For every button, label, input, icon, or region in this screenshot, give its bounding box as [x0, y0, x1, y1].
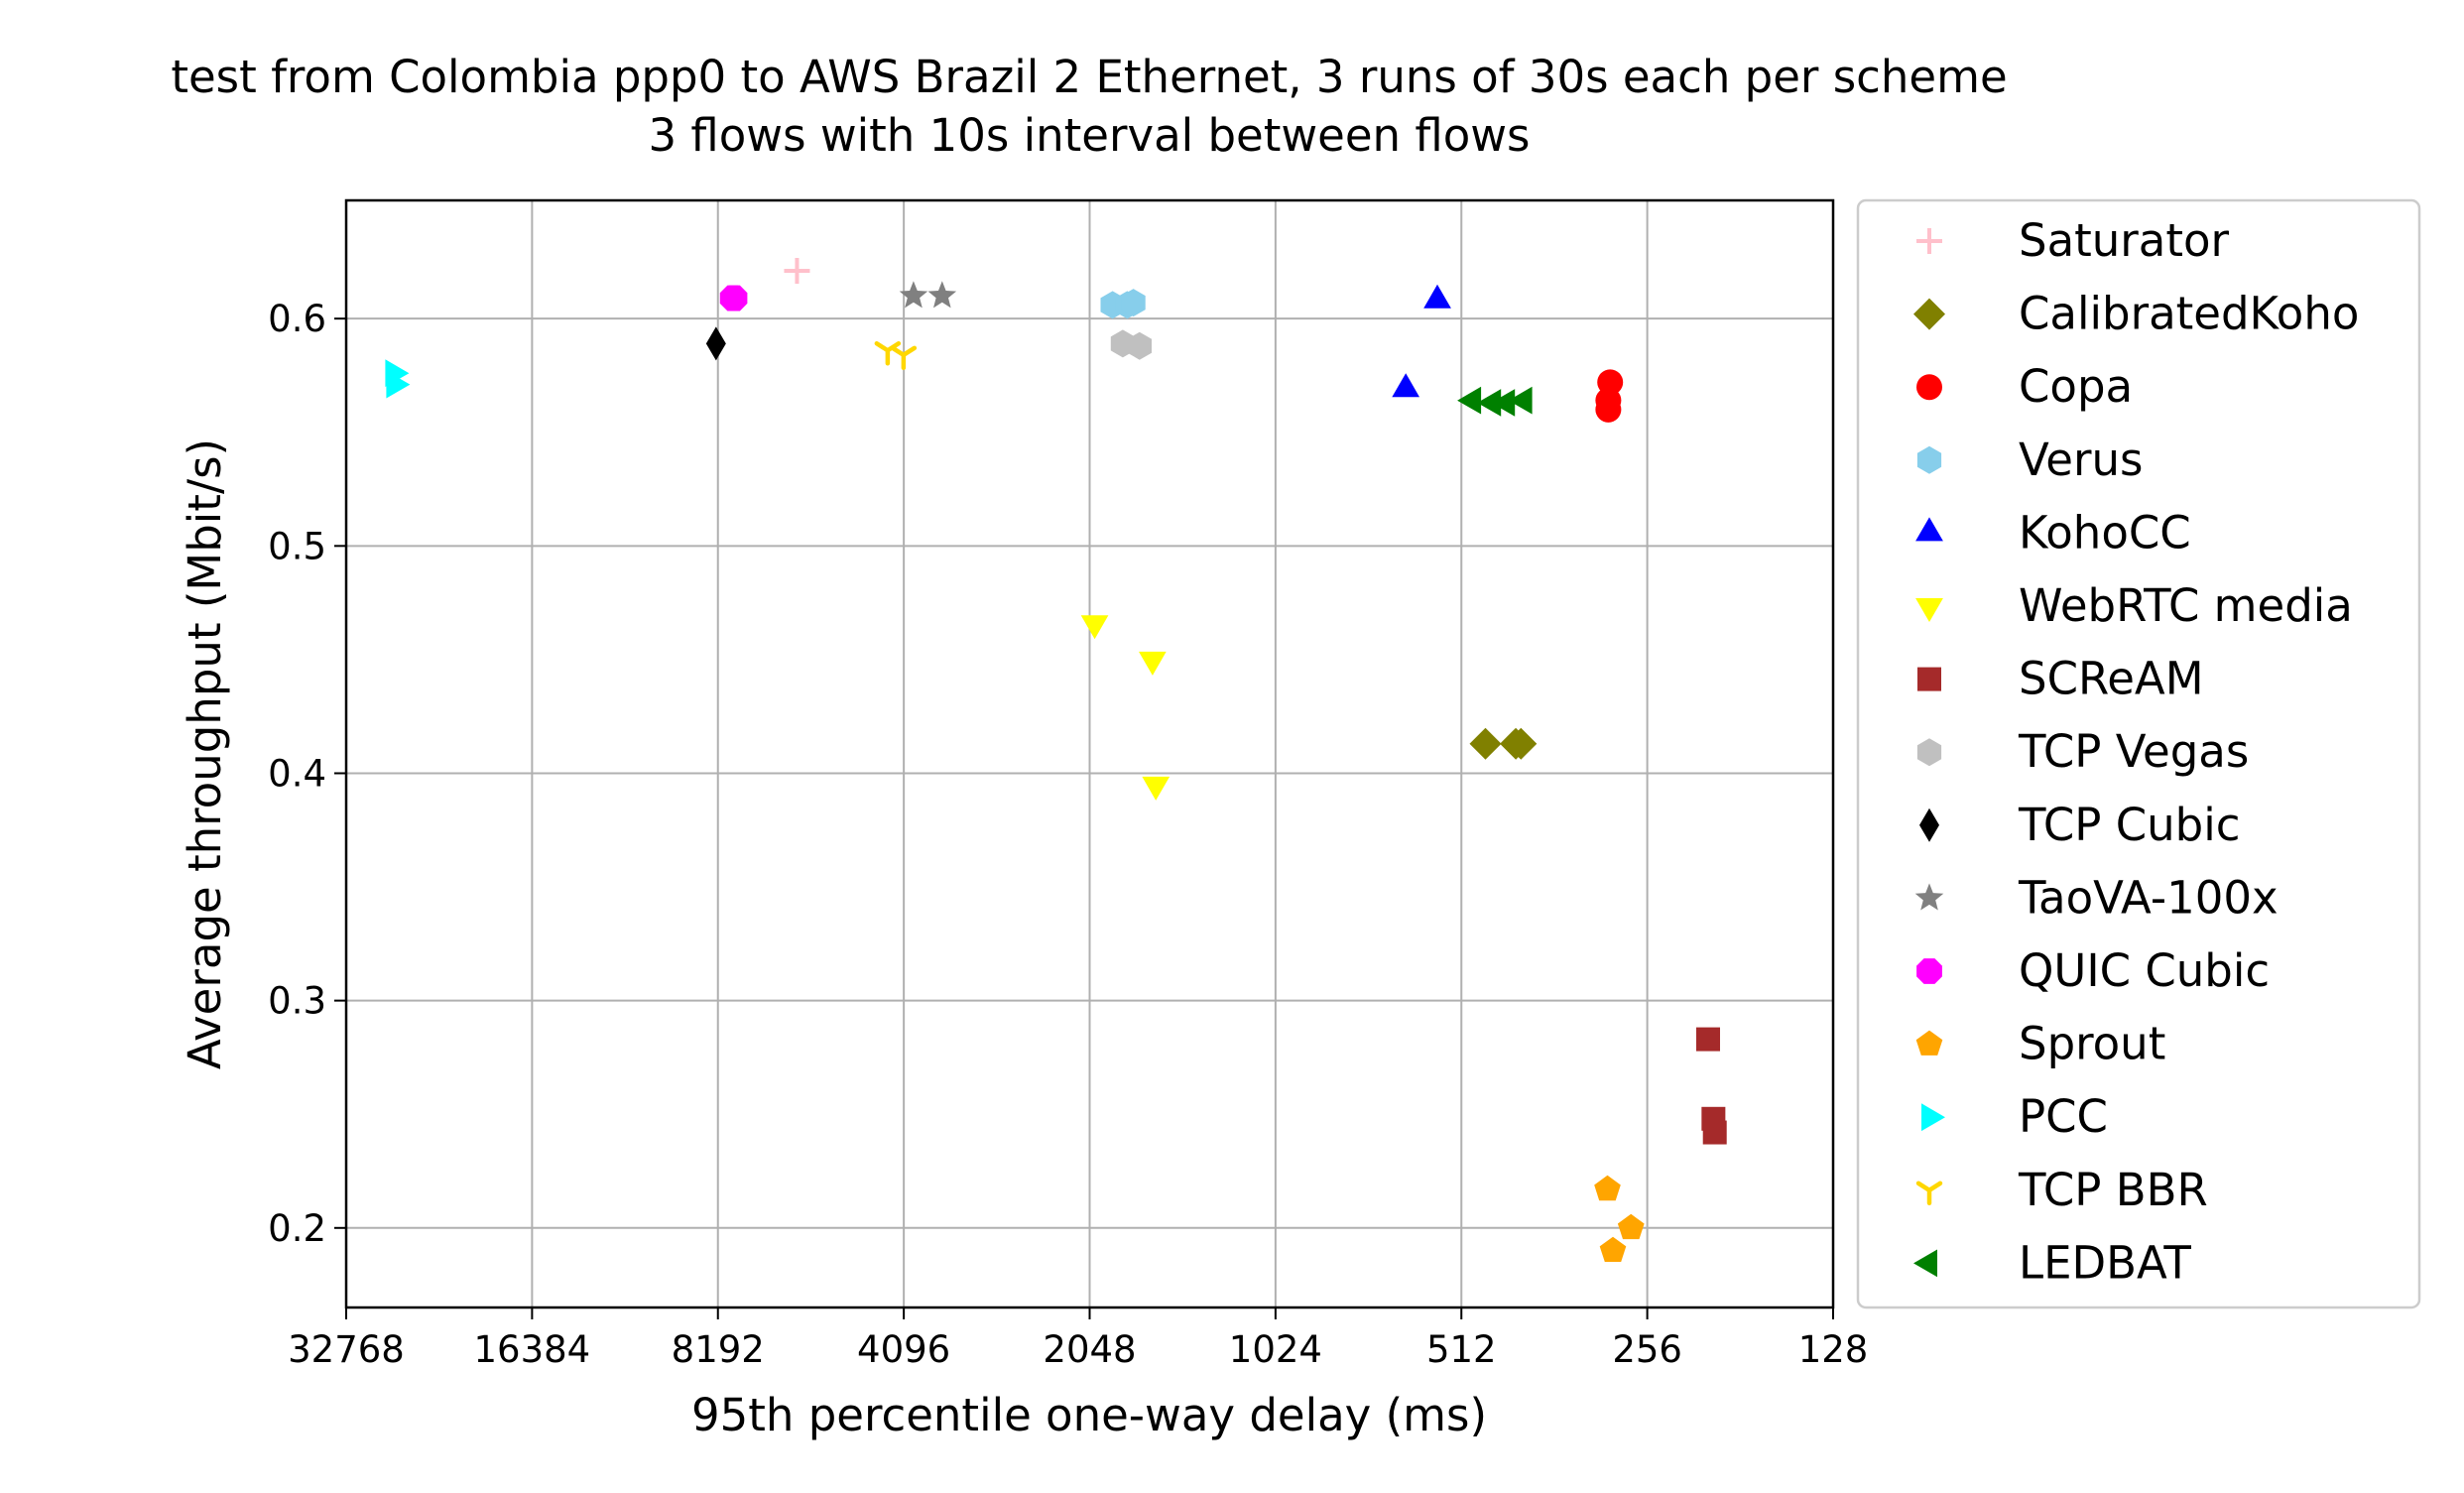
data-point-pcc: [386, 370, 411, 399]
x-axis-ticks: 32768 16384 8192 4096 2048 1024 512 256 128: [288, 1307, 1868, 1371]
legend-marker-sprout: [1915, 1030, 1943, 1056]
legend-marker-quic-cubic: [1916, 958, 1942, 984]
data-point-sprout: [1617, 1213, 1645, 1240]
y-axis-ticks: 0.2 0.3 0.4 0.5 0.6: [268, 298, 346, 1250]
legend-marker-tcp-cubic: [1919, 808, 1939, 842]
data-point-saturator: [784, 258, 810, 285]
y-tick-label: 0.2: [268, 1207, 326, 1250]
data-point-tcp-cubic: [705, 326, 726, 361]
data-point-calibratedkoho: [1505, 727, 1538, 760]
legend-marker-scream: [1917, 667, 1941, 691]
data-point-sprout: [1594, 1175, 1621, 1201]
legend-marker-taova-100x: [1914, 883, 1944, 911]
legend-marker-tcp-bbr: [1915, 1181, 1943, 1206]
data-point-quic-cubic: [721, 285, 748, 311]
legend-label-ledbat: LEDBAT: [2019, 1236, 2191, 1289]
legend-marker-verus: [1916, 445, 1942, 474]
legend-label-verus: Verus: [2019, 434, 2143, 486]
legend-label-scream: SCReAM: [2019, 653, 2204, 705]
legend: Saturator CalibratedKoho Copa Verus KohoCC We…: [1856, 198, 2421, 1309]
legend-label-webrtc-media: WebRTC media: [2019, 579, 2353, 632]
legend-label-tcp-vegas: TCP Vegas: [2018, 725, 2249, 778]
data-point-calibratedkoho: [1469, 727, 1502, 760]
legend-marker-pcc: [1921, 1103, 1945, 1132]
x-tick-label: 512: [1426, 1328, 1497, 1371]
data-points: [385, 258, 1727, 1262]
data-point-kohocc: [1392, 373, 1419, 398]
legend-label-tcp-bbr: TCP BBR: [2018, 1164, 2208, 1216]
data-point-ledbat: [1508, 386, 1533, 415]
legend-marker-kohocc: [1915, 517, 1943, 542]
legend-items: Saturator CalibratedKoho Copa Verus KohoCC We…: [1913, 214, 2359, 1289]
y-axis-label: Average throughput (Mbit/s): [179, 438, 231, 1069]
legend-label-copa: Copa: [2019, 360, 2133, 413]
data-point-sprout: [1599, 1236, 1627, 1262]
legend-marker-saturator: [1916, 228, 1942, 254]
data-point-taova-100x: [927, 281, 957, 309]
chart-title: test from Colombia ppp0 to AWS Brazil 2 …: [171, 51, 2007, 103]
data-point-taova-100x: [899, 281, 928, 309]
data-point-copa: [1595, 396, 1622, 423]
y-tick-label: 0.6: [268, 298, 326, 340]
y-tick-label: 0.5: [268, 525, 326, 567]
legend-label-sprout: Sprout: [2019, 1018, 2165, 1070]
legend-label-saturator: Saturator: [2019, 214, 2230, 267]
x-tick-label: 256: [1612, 1328, 1682, 1371]
legend-label-kohocc: KohoCC: [2019, 506, 2191, 559]
x-tick-label: 2048: [1043, 1328, 1136, 1371]
y-tick-label: 0.3: [268, 980, 326, 1023]
legend-label-taova-100x: TaoVA-100x: [2018, 871, 2279, 924]
x-tick-label: 16384: [474, 1328, 591, 1371]
data-point-scream: [1696, 1027, 1721, 1052]
legend-marker-webrtc-media: [1915, 598, 1943, 622]
data-point-ledbat: [1477, 389, 1502, 417]
data-point-tcp-bbr: [890, 345, 918, 371]
legend-label-tcp-cubic: TCP Cubic: [2018, 799, 2240, 851]
data-point-webrtc-media: [1142, 776, 1170, 801]
data-point-ledbat: [1457, 386, 1482, 415]
legend-marker-tcp-vegas: [1916, 738, 1942, 767]
data-point-scream: [1702, 1120, 1727, 1145]
chart-subtitle: 3 flows with 10s interval between flows: [648, 109, 1530, 162]
x-axis-label: 95th percentile one-way delay (ms): [691, 1389, 1487, 1441]
legend-marker-ledbat: [1913, 1249, 1937, 1278]
legend-label-calibratedkoho: CalibratedKoho: [2019, 288, 2359, 340]
y-tick-label: 0.4: [268, 752, 326, 795]
data-point-tcp-bbr: [874, 340, 902, 366]
legend-label-quic-cubic: QUIC Cubic: [2019, 944, 2270, 997]
x-tick-label: 4096: [857, 1328, 950, 1371]
data-point-ledbat: [1491, 389, 1516, 417]
legend-marker-calibratedkoho: [1913, 298, 1945, 330]
grid-lines: [345, 200, 1834, 1307]
legend-marker-copa: [1916, 374, 1942, 401]
data-point-kohocc: [1423, 284, 1451, 309]
x-tick-label: 32768: [288, 1328, 405, 1371]
x-tick-label: 128: [1798, 1328, 1869, 1371]
data-point-tcp-vegas: [1127, 331, 1152, 360]
x-tick-label: 1024: [1229, 1328, 1322, 1371]
legend-label-pcc: PCC: [2019, 1090, 2108, 1143]
data-point-webrtc-media: [1139, 651, 1167, 676]
data-point-webrtc-media: [1080, 615, 1109, 640]
legend-frame: [1856, 198, 2421, 1309]
x-tick-label: 8192: [672, 1328, 765, 1371]
data-point-verus: [1121, 289, 1146, 317]
